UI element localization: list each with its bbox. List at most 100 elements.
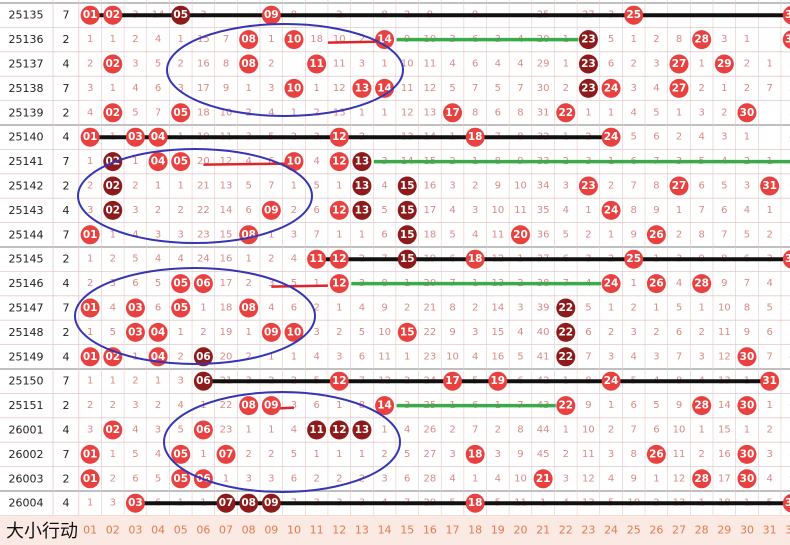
number-ball xyxy=(601,78,621,98)
omission-value: 5 xyxy=(744,229,750,240)
omission-value: 4 xyxy=(495,59,501,70)
omission-value: 1 xyxy=(698,425,704,436)
issue-number: 25135 xyxy=(9,9,44,22)
omission-value: 4 xyxy=(155,254,161,265)
omission-value: 3 xyxy=(563,181,569,192)
extra-digit: 4 xyxy=(63,58,70,71)
extra-digit: 4 xyxy=(63,424,70,437)
number-ball xyxy=(488,371,508,391)
ball-number: 15 xyxy=(400,253,415,265)
footer-band xyxy=(0,515,790,545)
ball-number: 01 xyxy=(83,351,98,363)
omission-value: 1 xyxy=(359,229,365,240)
issue-number: 25149 xyxy=(9,350,44,363)
column-label: 13 xyxy=(355,524,369,537)
omission-value: 7 xyxy=(676,351,682,362)
omission-value: 3 xyxy=(268,83,274,94)
omission-value: 11 xyxy=(378,351,391,362)
number-ball xyxy=(103,5,123,25)
omission-value: 5 xyxy=(563,229,569,240)
omission-value: 4 xyxy=(449,59,455,70)
highlight-ellipse xyxy=(163,391,401,493)
number-ball xyxy=(443,371,463,391)
ball-number: 32 xyxy=(785,34,790,46)
issue-number: 25139 xyxy=(9,106,44,119)
omission-value: 1 xyxy=(563,425,569,436)
column-label: 14 xyxy=(378,524,392,537)
omission-value: 1 xyxy=(291,107,297,118)
omission-value: 10 xyxy=(333,34,346,45)
omission-value: 5 xyxy=(631,132,637,143)
omission-value: 2 xyxy=(653,327,659,338)
omission-value: 13 xyxy=(333,107,346,118)
ball-number: 05 xyxy=(173,107,188,119)
ball-number: 01 xyxy=(83,448,98,460)
column-label: 30 xyxy=(740,524,754,537)
column-label: 26 xyxy=(649,524,663,537)
omission-value: 3 xyxy=(517,303,523,314)
omission-value: 1 xyxy=(608,107,614,118)
omission-value: 3 xyxy=(336,351,342,362)
omission-value: 3 xyxy=(608,449,614,460)
omission-value: 7 xyxy=(721,229,727,240)
omission-value: 4 xyxy=(517,327,523,338)
number-ball xyxy=(80,127,100,147)
omission-value: 1 xyxy=(653,473,659,484)
issue-number: 26004 xyxy=(9,497,44,510)
number-ball xyxy=(329,274,349,294)
omission-value: 8 xyxy=(223,59,229,70)
number-ball xyxy=(329,420,349,440)
omission-value: 2 xyxy=(336,327,342,338)
extra-digit: 4 xyxy=(63,131,70,144)
omission-value: 5 xyxy=(495,83,501,94)
omission-value: 2 xyxy=(449,425,455,436)
omission-value: 2 xyxy=(744,59,750,70)
ball-number: 13 xyxy=(355,82,370,94)
omission-value: 1 xyxy=(268,351,274,362)
omission-value: 5 xyxy=(110,327,116,338)
ball-number: 09 xyxy=(264,9,279,21)
number-ball xyxy=(578,54,598,74)
omission-value: 17 xyxy=(197,83,210,94)
omission-value: 6 xyxy=(359,351,365,362)
omission-value: 1 xyxy=(87,156,93,167)
ball-number: 01 xyxy=(83,229,98,241)
omission-value: 2 xyxy=(359,34,365,45)
omission-value: 10 xyxy=(491,205,504,216)
omission-value: 1 xyxy=(381,425,387,436)
omission-value: 1 xyxy=(313,83,319,94)
number-ball xyxy=(465,127,485,147)
ball-number: 22 xyxy=(558,400,573,412)
omission-value: 3 xyxy=(653,59,659,70)
omission-value: 1 xyxy=(155,181,161,192)
omission-value: 10 xyxy=(718,303,731,314)
omission-value: 1 xyxy=(676,107,682,118)
ball-number: 08 xyxy=(241,400,256,412)
ball-number: 18 xyxy=(468,131,483,143)
omission-value: 6 xyxy=(585,327,591,338)
ball-number: 14 xyxy=(377,82,392,94)
omission-value: 1 xyxy=(178,34,184,45)
omission-value: 4 xyxy=(472,229,478,240)
ball-number: 04 xyxy=(151,156,166,168)
number-ball xyxy=(556,322,576,342)
number-ball xyxy=(80,347,100,367)
ball-number: 31 xyxy=(762,180,777,192)
number-ball xyxy=(556,103,576,123)
omission-value: 5 xyxy=(517,351,523,362)
omission-value: 6 xyxy=(608,59,614,70)
omission-value: 2 xyxy=(608,181,614,192)
omission-value: 12 xyxy=(582,473,595,484)
omission-value: 6 xyxy=(313,205,319,216)
number-ball xyxy=(171,103,191,123)
omission-value: 11 xyxy=(673,449,686,460)
extra-digit: 2 xyxy=(63,326,70,339)
number-ball xyxy=(80,298,100,318)
omission-value: 2 xyxy=(245,278,251,289)
omission-value: 1 xyxy=(268,229,274,240)
ball-number: 26 xyxy=(649,448,664,460)
omission-value: 5 xyxy=(676,303,682,314)
omission-value: 17 xyxy=(718,473,731,484)
omission-value: 8 xyxy=(698,229,704,240)
